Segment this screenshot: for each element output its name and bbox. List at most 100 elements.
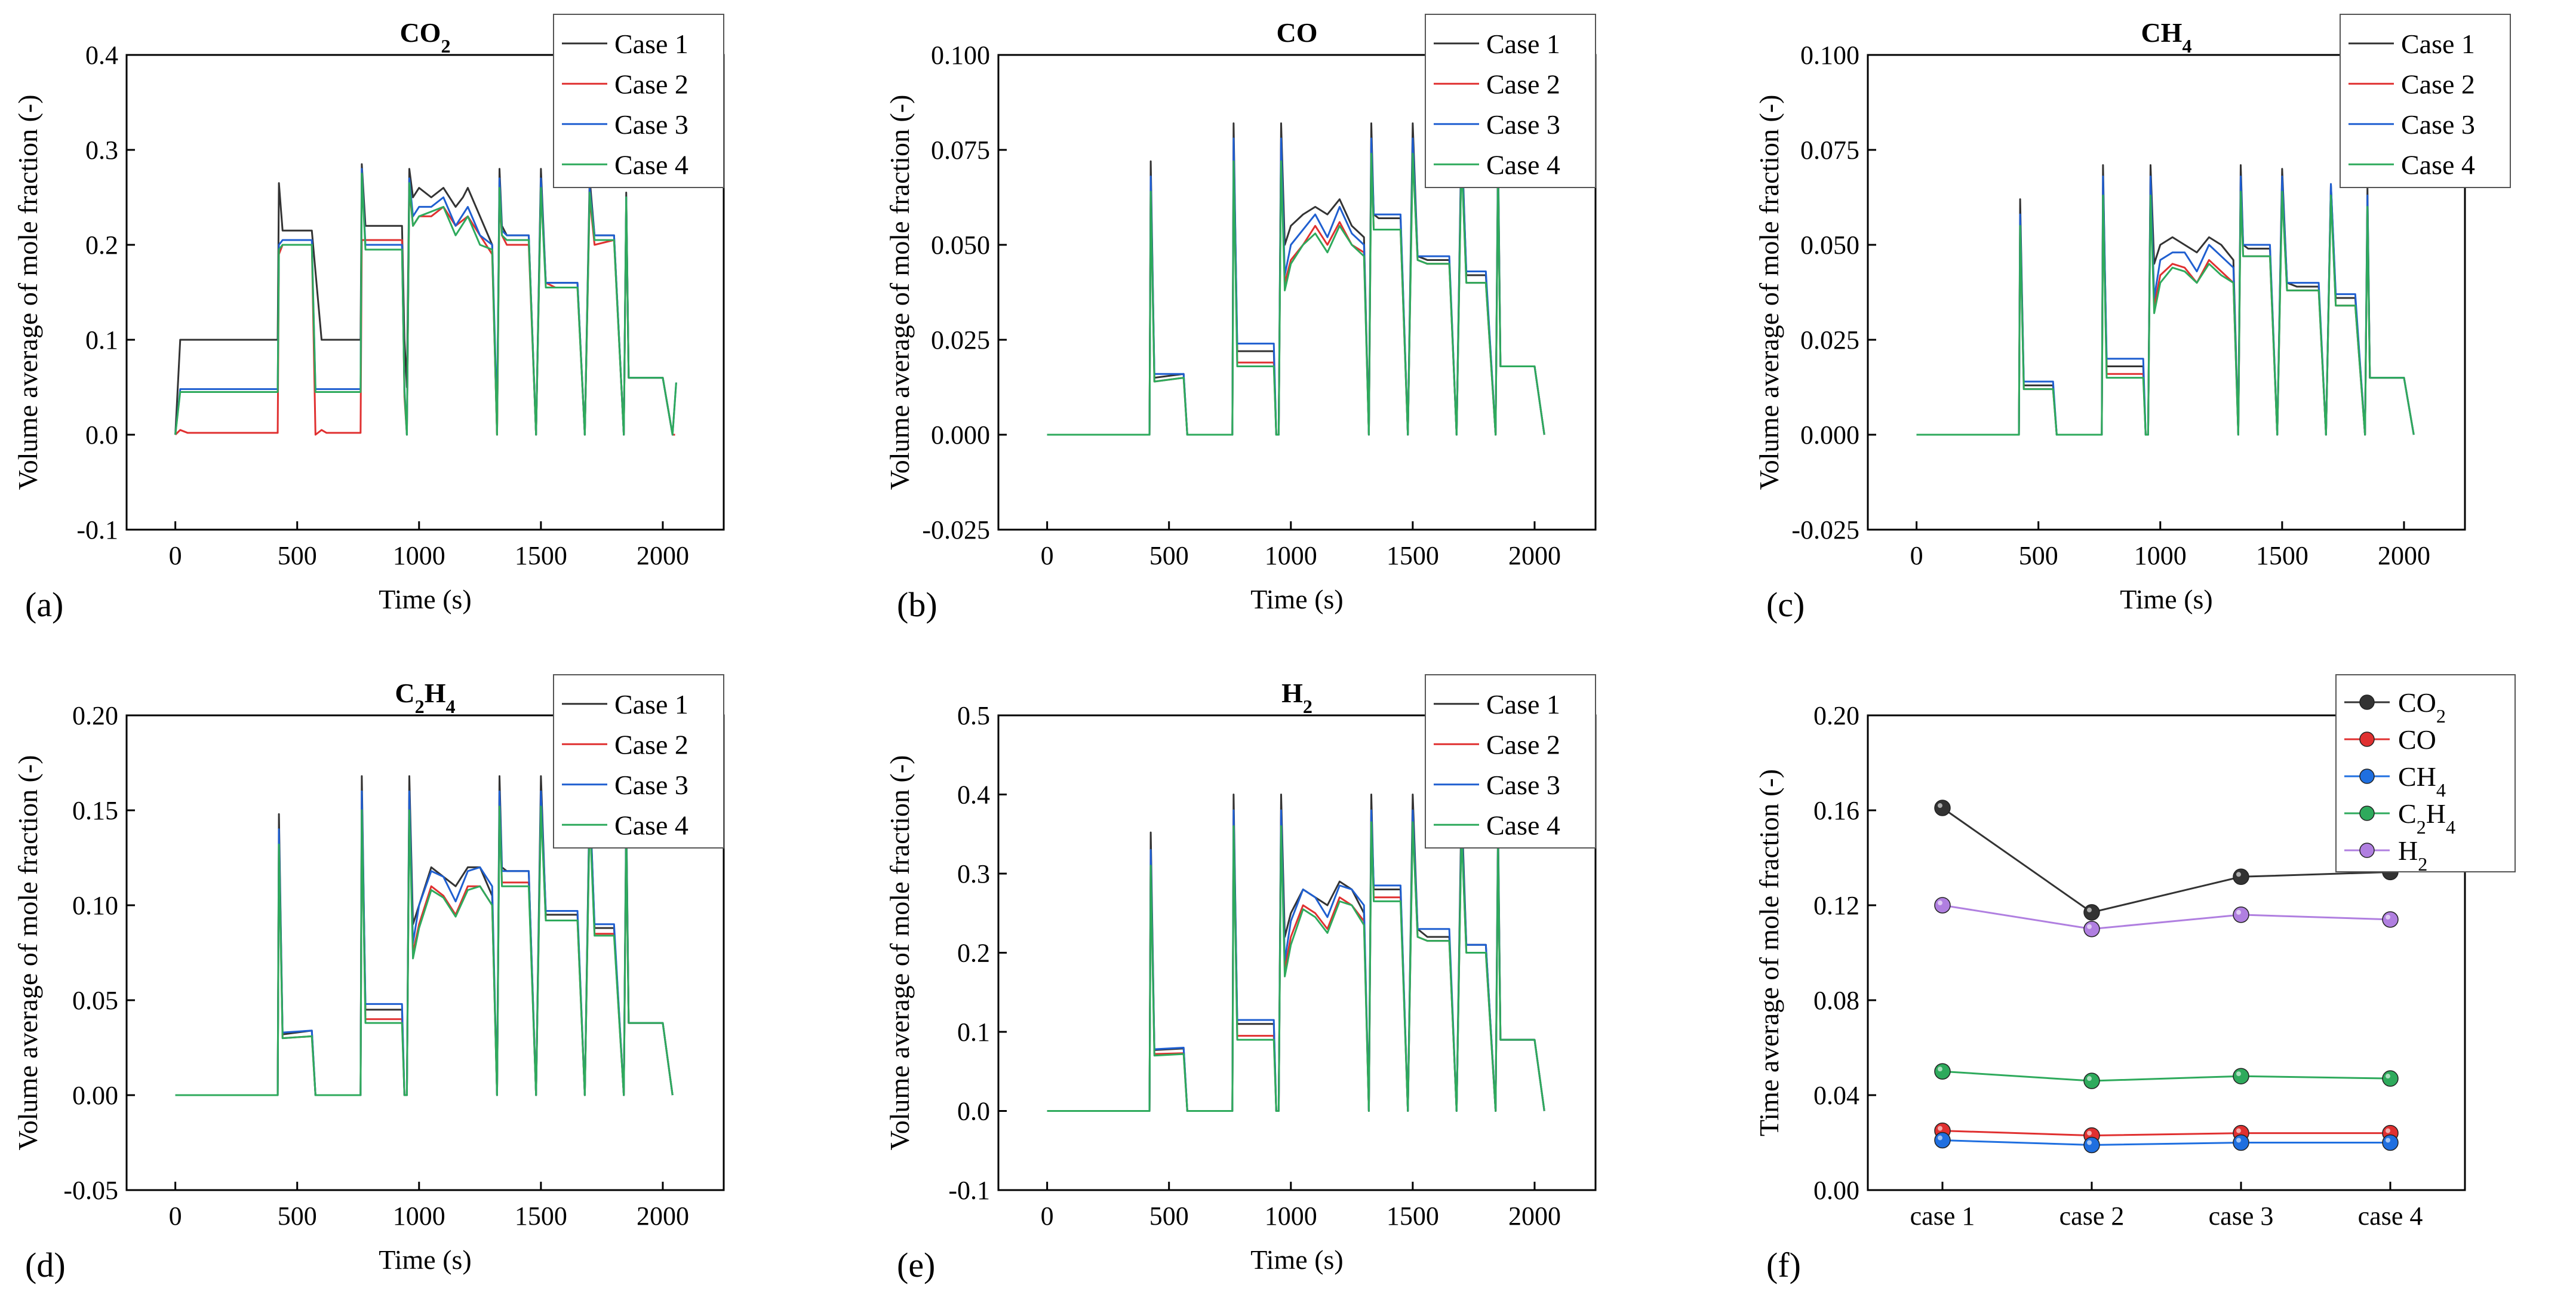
y-tick-label: 0.050 [931,230,990,260]
x-tick-label: case 4 [2358,1201,2423,1231]
y-tick-label: 0.16 [1813,796,1859,825]
legend-marker [2359,806,2375,821]
y-tick-label: 0.4 [85,41,118,70]
legend-label: Case 4 [1486,810,1560,840]
data-point-CH4 [2382,1134,2399,1151]
plot-frame [1867,54,2466,531]
data-point-highlight [2236,1128,2241,1133]
series-line-CO [1942,1130,2390,1137]
y-axis-label: Volume average of mole fraction (-) [1754,94,1784,490]
x-tick-label: 2000 [1508,1201,1561,1231]
y-tick-label: -0.025 [1791,515,1859,545]
x-tick-label: 1500 [2256,541,2308,570]
panel-label: (b) [897,585,937,624]
legend-label: Case 4 [1486,149,1560,180]
x-tick-label: 1500 [1387,541,1439,570]
y-tick-label: -0.1 [948,1176,990,1205]
data-point-highlight [2236,1071,2241,1077]
series-line-Case-4 [1047,821,1545,1112]
y-tick-label: 0.1 [85,325,118,355]
panel-label: (f) [1766,1246,1801,1284]
data-point-H2 [2382,911,2399,928]
legend-label: Case 3 [1486,109,1560,140]
series-group [1047,794,1545,1112]
series-group [1047,122,1545,436]
data-point-C2H4 [2083,1072,2100,1089]
legend-label: Case 3 [1486,770,1560,800]
data-point-H2 [2233,906,2249,923]
legend-label: Case 3 [2401,109,2475,140]
panel-e: -0.1 0.0 0.1 0.2 0.3 0.4 0.5 0 500 1000 1500 2000 H2… [884,674,1597,1284]
data-point-highlight [1938,1066,1942,1072]
chart-title: H2 [1281,678,1312,717]
y-axis-label: Volume average of mole fraction (-) [884,94,915,490]
legend: Case 1 Case 2 Case 3 Case 4 [1425,674,1596,849]
series-line-Case-2 [1047,149,1545,436]
data-point-highlight [2087,1130,2092,1136]
y-tick-label: 0.05 [72,986,118,1015]
data-point-H2 [1934,897,1951,914]
chart-title: CO [1277,17,1318,48]
legend-label: CH4 [2398,761,2446,801]
series-line-Case-4 [1047,152,1545,436]
series-line-Case-3 [174,168,677,436]
x-tick-label: 1500 [1387,1201,1439,1231]
y-tick-label: -0.05 [63,1176,118,1205]
x-tick-label: 0 [1041,1201,1054,1231]
series-group [174,163,677,436]
x-axis-label: Time (s) [2120,584,2213,614]
plot-frame [997,54,1597,531]
y-tick-label: 0.000 [1800,420,1859,450]
legend-label: Case 1 [614,689,688,720]
legend-label: Case 2 [614,69,688,99]
panel-c: -0.025 0.000 0.025 0.050 0.075 0.100 0 500 1000 1… [1754,14,2511,624]
panel-d: -0.05 0.00 0.05 0.10 0.15 0.20 0 500 1000 1500 200… [13,674,725,1284]
series-line-Case-2 [1047,817,1545,1112]
x-tick-label: 1000 [2134,541,2187,570]
x-axis-label: Time (s) [379,1244,472,1275]
legend-label: C2H4 [2398,798,2455,838]
y-tick-label: 0.3 [957,859,990,889]
x-tick-label: 2000 [2378,541,2430,570]
x-tick-label: case 2 [2059,1201,2125,1231]
chart-title: CH4 [2141,17,2191,57]
x-tick-label: 500 [278,541,317,570]
series-line-Case-4 [1916,190,2415,436]
data-point-highlight [2087,924,2092,929]
legend-marker [2359,731,2375,747]
y-tick-label: 0.025 [931,325,990,355]
data-point-highlight [2087,907,2092,912]
data-point-C2H4 [2382,1070,2399,1087]
y-tick-label: 0.2 [957,939,990,968]
y-tick-label: 0.00 [1813,1176,1859,1205]
legend-marker [2359,694,2375,710]
legend-label: Case 4 [614,810,688,840]
legend-label: Case 3 [614,770,688,800]
legend-marker [2359,769,2375,784]
legend-label: Case 1 [614,29,688,59]
data-point-highlight [1938,900,1942,905]
x-tick-label: 1500 [515,541,567,570]
y-tick-label: 0.20 [1813,701,1859,730]
data-point-CH4 [2083,1136,2100,1154]
panel-b: -0.025 0.000 0.025 0.050 0.075 0.100 0 500 1000 1… [884,14,1597,624]
series-line-CH4 [1942,1139,2390,1146]
legend-label: CO2 [2398,687,2446,727]
legend: Case 1 Case 2 Case 3 Case 4 [2340,14,2511,188]
x-tick-label: 2000 [637,1201,689,1231]
series-group [1934,800,2399,1154]
panel-a: -0.1 0.0 0.1 0.2 0.3 0.4 0 500 1000 1500 2000 CO2 Ti… [13,14,725,624]
series-line-Case-2 [174,187,675,436]
y-tick-label: 0.2 [85,230,118,260]
panel-label: (a) [25,585,63,624]
data-point-highlight [2386,1074,2390,1079]
x-tick-label: 1000 [1265,1201,1317,1231]
data-point-highlight [2236,872,2241,877]
series-group [1916,164,2415,436]
x-tick-label: 2000 [1508,541,1561,570]
y-tick-label: 0.100 [1800,41,1859,70]
x-tick-label: 500 [2019,541,2058,570]
x-tick-label: case 1 [1910,1201,1975,1231]
